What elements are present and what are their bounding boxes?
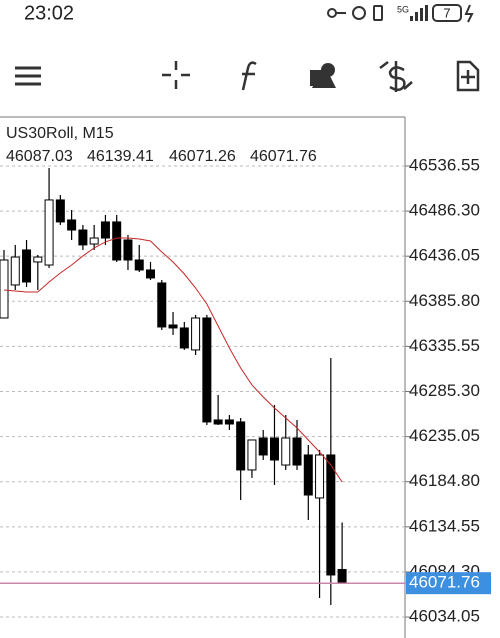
candle-body <box>292 437 302 466</box>
y-tick-label: 46285.30 <box>409 381 480 400</box>
candle-body <box>213 419 223 425</box>
status-time: 23:02 <box>24 2 74 24</box>
candle-body <box>123 239 133 261</box>
candle-body <box>55 199 65 223</box>
objects-button[interactable] <box>310 63 336 88</box>
candle-body <box>22 249 32 283</box>
y-tick-label: 46335.55 <box>409 336 480 355</box>
plot <box>0 165 405 618</box>
candle-body <box>78 229 88 246</box>
candle-body <box>89 237 99 245</box>
candle-body <box>224 419 234 425</box>
candle-body <box>0 259 9 319</box>
candle-body <box>10 256 20 286</box>
candle-body <box>157 282 167 328</box>
y-tick-label: 46034.05 <box>409 607 480 626</box>
candle-body <box>33 256 43 263</box>
battery-level: 7 <box>443 5 450 20</box>
candle-body <box>303 454 313 496</box>
candle-body <box>247 439 257 471</box>
new-order-button[interactable] <box>456 60 480 92</box>
ohlc-high: 46139.41 <box>87 148 154 165</box>
candle-body <box>337 568 347 584</box>
price-label-bg <box>406 572 491 595</box>
candle-body <box>258 437 268 456</box>
y-tick-label: 46436.05 <box>409 246 480 265</box>
y-tick-label: 46134.55 <box>409 516 480 535</box>
y-tick-label: 46486.30 <box>409 201 480 220</box>
menu-button[interactable] <box>15 66 41 86</box>
candle-body <box>315 454 325 499</box>
candle-body <box>168 324 178 329</box>
candle-body <box>191 317 201 351</box>
candle-body <box>179 327 189 349</box>
status-icons <box>327 4 474 23</box>
toolbar <box>15 60 480 92</box>
candle-body <box>146 269 156 279</box>
crosshair-button[interactable] <box>162 61 190 89</box>
y-tick-label: 46235.05 <box>409 426 480 445</box>
chart-title: US30Roll, M15 <box>6 125 114 142</box>
ohlc-open: 46087.03 <box>6 148 73 165</box>
candle-body <box>269 437 279 461</box>
candle-body <box>44 199 54 266</box>
candle-body <box>134 259 144 271</box>
moving-average <box>3 237 343 483</box>
candle-body <box>112 221 122 261</box>
network-label: 5G <box>397 4 409 14</box>
price-label: 46071.76 <box>409 573 480 592</box>
candle-body <box>100 221 110 239</box>
candle-body <box>236 421 246 471</box>
indicators-button[interactable] <box>241 61 257 91</box>
candle-body <box>281 437 291 466</box>
y-tick-label: 46184.80 <box>409 471 480 490</box>
y-tick-label: 46385.80 <box>409 291 480 310</box>
candle-body <box>326 454 336 576</box>
signal <box>410 5 428 21</box>
candle-body <box>202 317 212 423</box>
ohlc-low: 46071.26 <box>169 148 236 165</box>
candle-body <box>67 219 77 231</box>
trade-button[interactable] <box>379 61 413 92</box>
y-tick-label: 46536.55 <box>409 155 480 174</box>
ohlc-close: 46071.76 <box>250 148 317 165</box>
